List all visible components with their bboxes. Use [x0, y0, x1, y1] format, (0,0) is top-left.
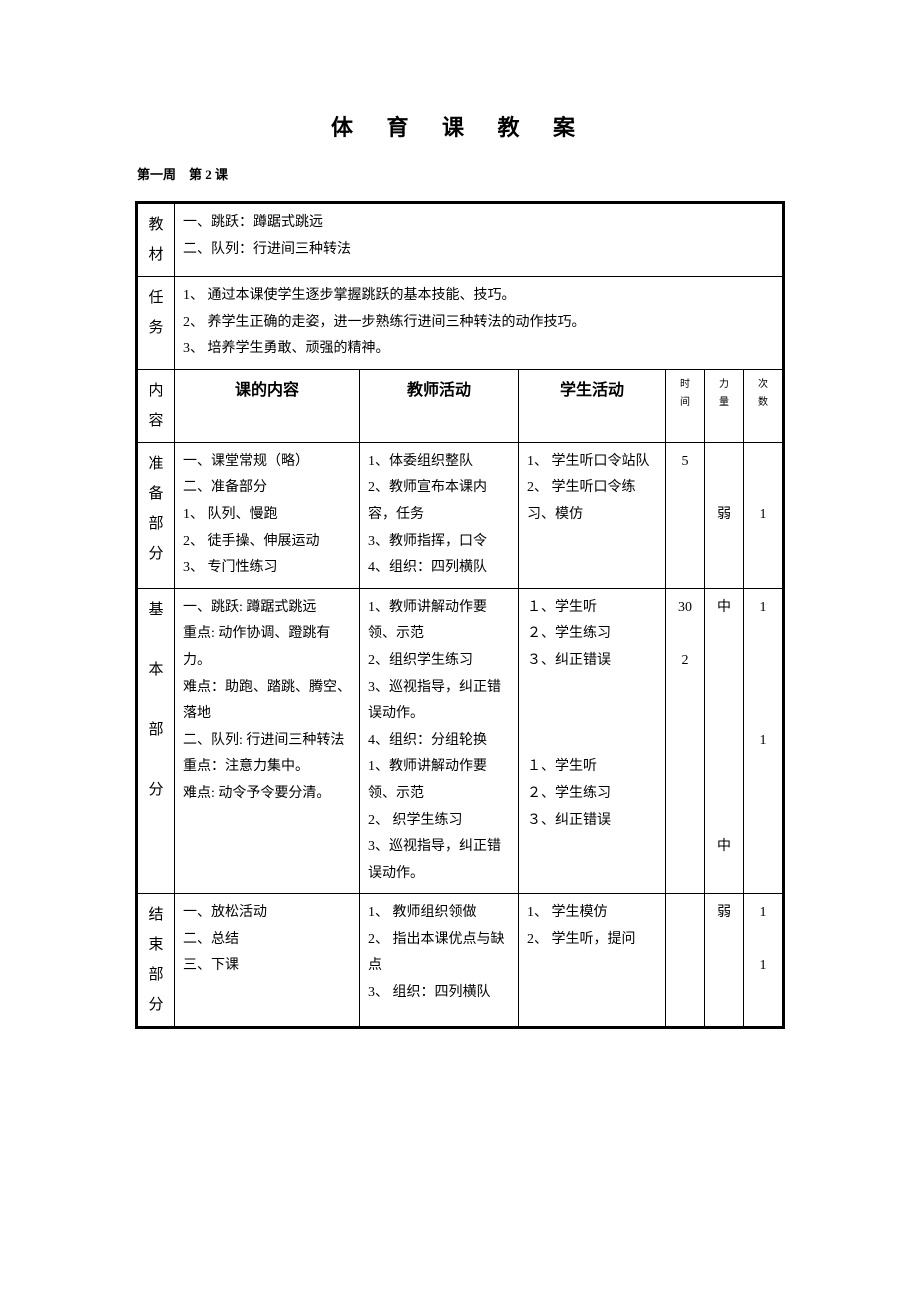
main-student: １、学生听 ２、学生练习 ３、纠正错误 １、学生听 ２、学生练习 ３、纠正错误 — [519, 588, 666, 894]
label-prep: 准 备 部 分 — [137, 442, 175, 588]
header-count: 次 数 — [744, 369, 784, 442]
end-teacher: 1、 教师组织领做 2、 指出本课优点与缺点 3、 组织：四列横队 — [360, 894, 519, 1028]
prep-count: 1 — [744, 442, 784, 588]
header-course-content: 课的内容 — [175, 369, 360, 442]
label-material: 教 材 — [137, 203, 175, 277]
prep-student: 1、 学生听口令站队 2、 学生听口令练习、模仿 — [519, 442, 666, 588]
prep-time: 5 — [666, 442, 705, 588]
material-text: 一、跳跃：蹲踞式跳远 二、队列：行进间三种转法 — [175, 203, 784, 277]
main-intensity: 中 中 — [705, 588, 744, 894]
end-time — [666, 894, 705, 1028]
main-content: 一、跳跃: 蹲踞式跳远 重点: 动作协调、蹬跳有力。 难点：助跑、踏跳、腾空、落… — [175, 588, 360, 894]
task-text: 1、 通过本课使学生逐步掌握跳跃的基本技能、技巧。 2、 养学生正确的走姿，进一… — [175, 277, 784, 370]
header-teacher-activity: 教师活动 — [360, 369, 519, 442]
end-intensity: 弱 — [705, 894, 744, 1028]
label-content-section: 内 容 — [137, 369, 175, 442]
prep-intensity: 弱 — [705, 442, 744, 588]
header-student-activity: 学生活动 — [519, 369, 666, 442]
lesson-subtitle: 第一周 第 2 课 — [137, 164, 785, 183]
header-intensity: 力 量 — [705, 369, 744, 442]
end-student: 1、 学生模仿 2、 学生听，提问 — [519, 894, 666, 1028]
end-content: 一、放松活动 二、总结 三、下课 — [175, 894, 360, 1028]
page-title: 体 育 课 教 案 — [135, 110, 785, 142]
end-count: 1 1 — [744, 894, 784, 1028]
label-task: 任 务 — [137, 277, 175, 370]
prep-teacher: 1、体委组织整队 2、教师宣布本课内容，任务 3、教师指挥，口令 4、组织：四列… — [360, 442, 519, 588]
label-end: 结 束 部 分 — [137, 894, 175, 1028]
header-time: 时 间 — [666, 369, 705, 442]
main-count: 1 1 — [744, 588, 784, 894]
lesson-plan-table: 教 材 一、跳跃：蹲踞式跳远 二、队列：行进间三种转法 任 务 1、 通过本课使… — [135, 201, 785, 1029]
main-teacher: 1、教师讲解动作要领、示范 2、组织学生练习 3、巡视指导，纠正错误动作。 4、… — [360, 588, 519, 894]
prep-content: 一、课堂常规（略） 二、准备部分 1、 队列、慢跑 2、 徒手操、伸展运动 3、… — [175, 442, 360, 588]
label-main: 基 本 部 分 — [137, 588, 175, 894]
main-time: 30 2 — [666, 588, 705, 894]
